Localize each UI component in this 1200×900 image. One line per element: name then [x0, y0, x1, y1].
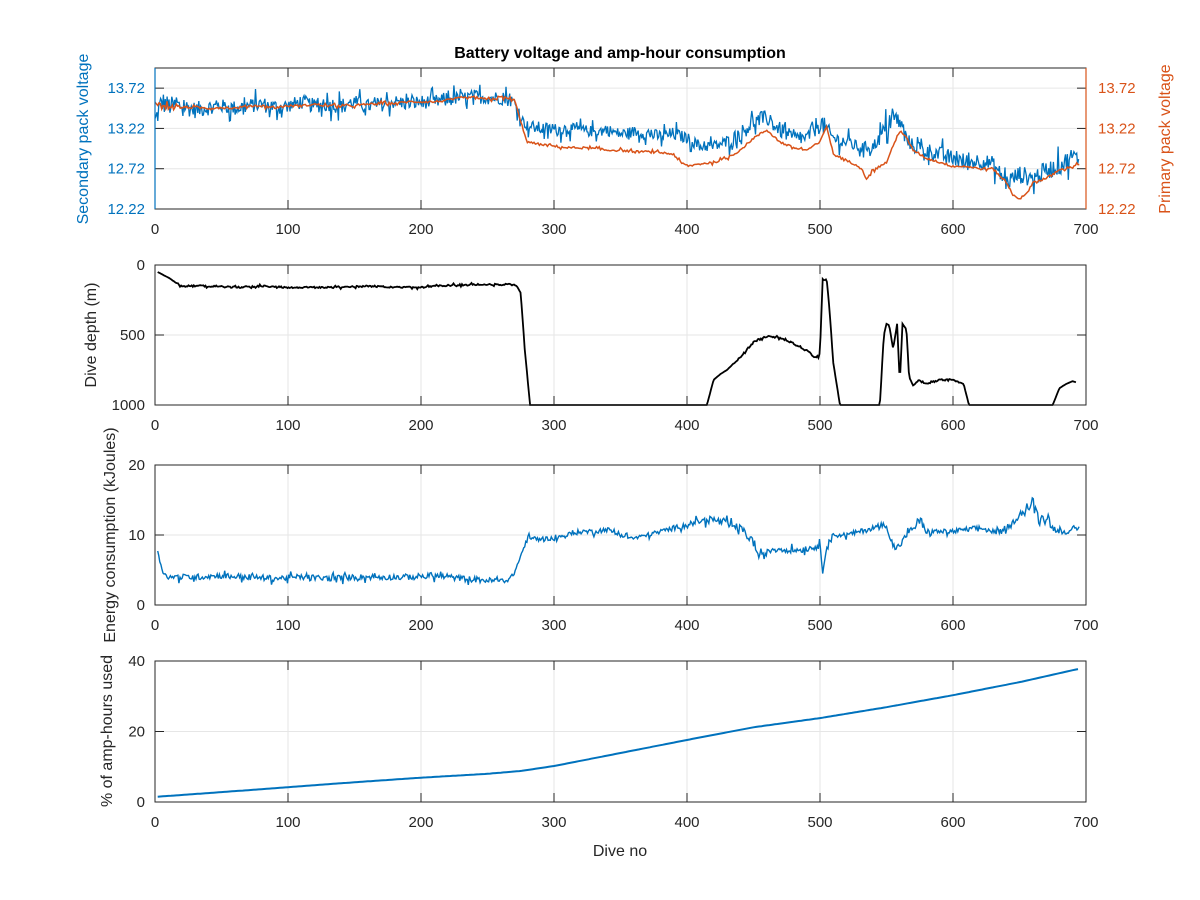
y-tick-label: 10: [128, 527, 145, 544]
x-tick-label: 500: [807, 417, 832, 434]
panel-depth-ylabel: Dive depth (m): [83, 283, 100, 388]
y-tick-label: 20: [128, 724, 145, 741]
x-tick-label: 700: [1073, 617, 1098, 634]
panel-amphours: 0 100 200 300 400 500 600 700 0 20 40 % of amp-ho…: [99, 653, 1099, 860]
y-tick-label: 500: [120, 327, 145, 344]
panel-amphours-xlabel: Dive no: [593, 843, 647, 860]
y-tick-label: 1000: [112, 397, 145, 414]
series-line: [157, 668, 1079, 798]
x-tick-label: 100: [275, 221, 300, 238]
panel-depth-xticks: 0 100 200 300 400 500 600 700: [151, 265, 1099, 434]
x-tick-label: 200: [408, 417, 433, 434]
panel-voltage-series-primary: [154, 95, 1080, 200]
x-tick-label: 400: [674, 617, 699, 634]
series-line-secondary: [154, 84, 1080, 195]
y-tick-label-right: 12.72: [1098, 161, 1136, 178]
x-tick-label: 500: [807, 221, 832, 238]
x-tick-label: 300: [541, 617, 566, 634]
x-tick-label: 0: [151, 617, 159, 634]
x-tick-label: 200: [408, 814, 433, 831]
x-tick-label: 0: [151, 814, 159, 831]
x-tick-label: 100: [275, 617, 300, 634]
series-line: [157, 496, 1080, 586]
panel-voltage-ylabel-right: Primary pack voltage: [1157, 64, 1174, 213]
y-tick-label-right: 13.72: [1098, 80, 1136, 97]
panel-amphours-xticks: 0 100 200 300 400 500 600 700: [151, 661, 1099, 831]
panel-energy-ylabel: Energy consumption (kJoules): [102, 427, 119, 642]
panel-voltage-yticks-left: 12.22 12.72 13.22 13.72: [107, 68, 164, 218]
panel-voltage-ylabel-left: Secondary pack voltage: [75, 54, 92, 225]
panel-energy-series: [157, 496, 1080, 586]
panel-voltage-series-secondary: [154, 84, 1080, 195]
x-tick-label: 600: [940, 221, 965, 238]
y-tick-label: 12.22: [107, 201, 145, 218]
panel-voltage: 0 100 200 300 400 500 600 700 12.22 12.72 13.22 13…: [75, 54, 1174, 238]
panel-energy-xticks: 0 100 200 300 400 500 600 700: [151, 465, 1099, 634]
panel-amphours-yticks: 0 20 40: [128, 653, 1086, 811]
x-tick-label: 700: [1073, 221, 1098, 238]
x-tick-label: 500: [807, 617, 832, 634]
x-tick-label: 700: [1073, 417, 1098, 434]
x-tick-label: 0: [151, 417, 159, 434]
x-tick-label: 500: [807, 814, 832, 831]
y-tick-label: 0: [137, 597, 145, 614]
y-tick-label: 0: [137, 794, 145, 811]
y-tick-label: 13.72: [107, 80, 145, 97]
x-tick-label: 300: [541, 417, 566, 434]
x-tick-label: 600: [940, 617, 965, 634]
x-tick-label: 200: [408, 617, 433, 634]
x-tick-label: 100: [275, 814, 300, 831]
panel-amphours-series: [157, 668, 1079, 798]
x-tick-label: 400: [674, 221, 699, 238]
x-tick-label: 0: [151, 221, 159, 238]
panel-amphours-ylabel: % of amp-hours used: [99, 655, 116, 807]
panel-energy-yticks: 0 10 20: [128, 457, 1086, 614]
x-tick-label: 700: [1073, 814, 1098, 831]
panel-voltage-xticks: 0 100 200 300 400 500 600 700: [151, 68, 1099, 238]
x-tick-label: 600: [940, 814, 965, 831]
panel-energy: 0 100 200 300 400 500 600 700 0 10 20 Energy cons…: [102, 427, 1099, 642]
y-tick-label: 12.72: [107, 161, 145, 178]
x-tick-label: 600: [940, 417, 965, 434]
x-tick-label: 300: [541, 814, 566, 831]
panel-voltage-yticks-right: 12.22 12.72 13.22 13.72: [1077, 68, 1136, 218]
series-line-primary: [154, 95, 1080, 200]
y-tick-label: 20: [128, 457, 145, 474]
figure-title: Battery voltage and amp-hour consumption: [454, 45, 786, 62]
y-tick-label-right: 12.22: [1098, 201, 1136, 218]
panel-depth: 0 100 200 300 400 500 600 700 0 500 1000 Dive dep…: [83, 257, 1099, 434]
x-tick-label: 200: [408, 221, 433, 238]
y-tick-label: 13.22: [107, 120, 145, 137]
x-tick-label: 100: [275, 417, 300, 434]
x-tick-label: 300: [541, 221, 566, 238]
x-tick-label: 400: [674, 814, 699, 831]
y-tick-label: 40: [128, 653, 145, 670]
panel-depth-yticks: 0 500 1000: [112, 257, 1086, 414]
x-tick-label: 400: [674, 417, 699, 434]
y-tick-label: 0: [137, 257, 145, 274]
y-tick-label-right: 13.22: [1098, 120, 1136, 137]
